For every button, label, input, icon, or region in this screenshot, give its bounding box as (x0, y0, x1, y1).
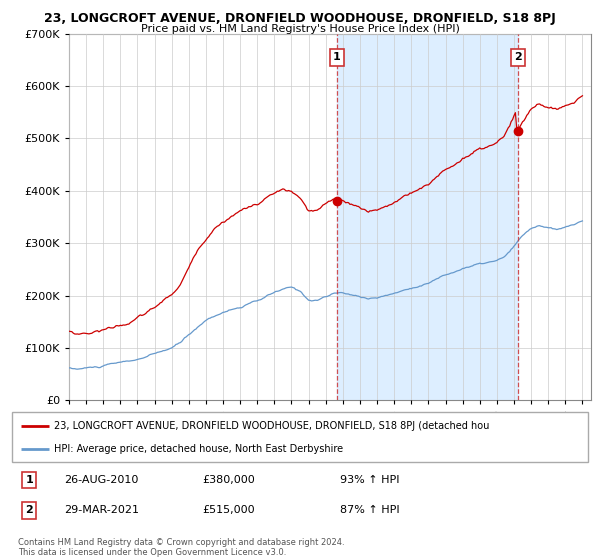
Text: 29-MAR-2021: 29-MAR-2021 (64, 505, 139, 515)
Text: 1: 1 (333, 52, 341, 62)
Text: 1: 1 (25, 475, 33, 485)
Bar (337, 34, 518, 400)
Text: 2: 2 (25, 505, 33, 515)
Text: Contains HM Land Registry data © Crown copyright and database right 2024.
This d: Contains HM Land Registry data © Crown c… (18, 538, 344, 557)
Text: 26-AUG-2010: 26-AUG-2010 (64, 475, 138, 485)
Text: 23, LONGCROFT AVENUE, DRONFIELD WOODHOUSE, DRONFIELD, S18 8PJ (detached hou: 23, LONGCROFT AVENUE, DRONFIELD WOODHOUS… (54, 421, 490, 431)
Text: Price paid vs. HM Land Registry's House Price Index (HPI): Price paid vs. HM Land Registry's House … (140, 24, 460, 34)
Text: HPI: Average price, detached house, North East Derbyshire: HPI: Average price, detached house, Nort… (54, 445, 343, 454)
Text: £515,000: £515,000 (202, 505, 255, 515)
Text: 2: 2 (514, 52, 522, 62)
Text: £380,000: £380,000 (202, 475, 255, 485)
Text: 87% ↑ HPI: 87% ↑ HPI (340, 505, 400, 515)
FancyBboxPatch shape (12, 412, 588, 462)
Text: 23, LONGCROFT AVENUE, DRONFIELD WOODHOUSE, DRONFIELD, S18 8PJ: 23, LONGCROFT AVENUE, DRONFIELD WOODHOUS… (44, 12, 556, 25)
Text: 93% ↑ HPI: 93% ↑ HPI (340, 475, 400, 485)
